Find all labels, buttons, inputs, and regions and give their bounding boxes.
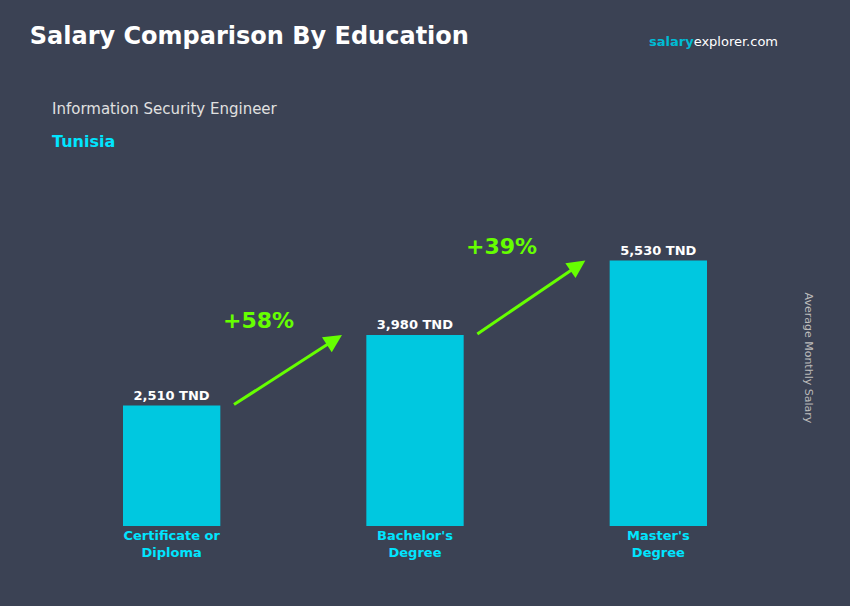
svg-text:Certificate orDiploma: Certificate orDiploma xyxy=(123,528,220,560)
svg-text:5,530 TND: 5,530 TND xyxy=(620,243,696,258)
svg-text:Average Monthly Salary: Average Monthly Salary xyxy=(802,293,815,424)
svg-text:Salary Comparison By Education: Salary Comparison By Education xyxy=(30,22,469,50)
svg-text:Bachelor'sDegree: Bachelor'sDegree xyxy=(377,528,453,560)
svg-text:+58%: +58% xyxy=(223,308,294,333)
svg-text:+39%: +39% xyxy=(466,234,537,259)
svg-text:Tunisia: Tunisia xyxy=(52,132,115,151)
svg-text:Master'sDegree: Master'sDegree xyxy=(627,528,690,560)
svg-text:3,980 TND: 3,980 TND xyxy=(377,317,453,332)
svg-text:Information Security Engineer: Information Security Engineer xyxy=(52,100,278,118)
svg-text:2,510 TND: 2,510 TND xyxy=(133,388,209,403)
svg-text:salaryexplorer.com: salaryexplorer.com xyxy=(649,34,778,49)
